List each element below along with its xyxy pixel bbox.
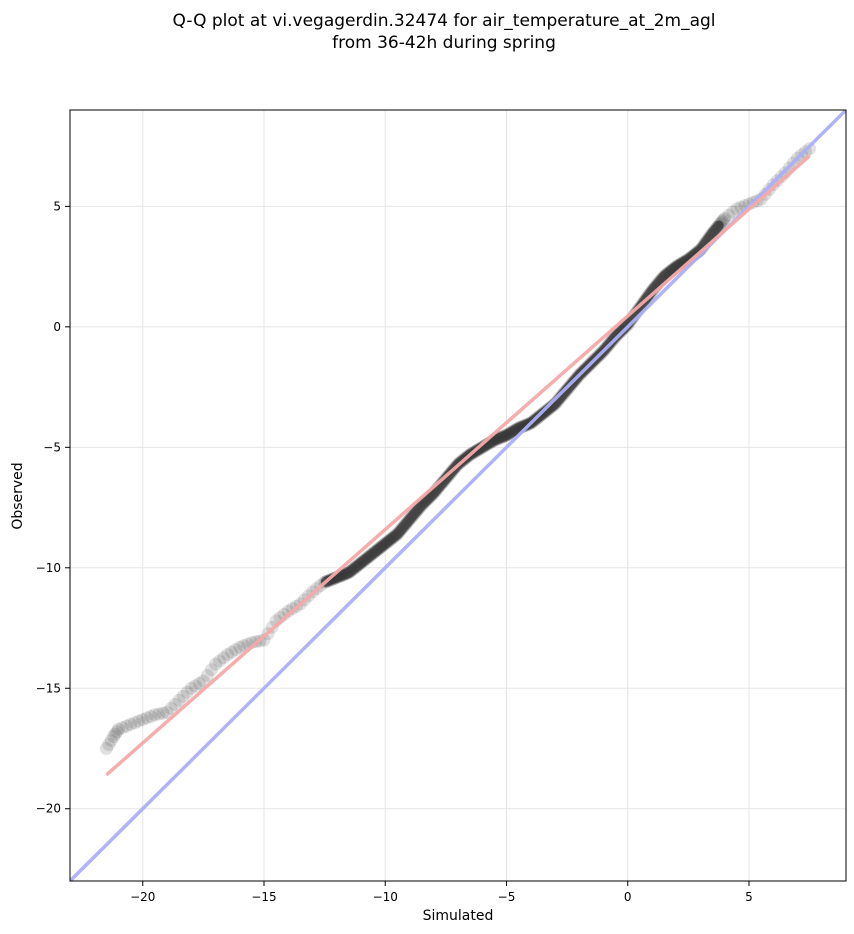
quantile-point	[144, 709, 158, 723]
y-tick-label-2: −10	[36, 561, 61, 575]
quantile-point	[233, 640, 247, 654]
quantile-point	[209, 657, 222, 671]
quantile-point	[156, 706, 170, 720]
quantile-point	[104, 733, 118, 747]
quantile-point	[726, 205, 740, 219]
x-axis-label: Simulated	[423, 908, 494, 924]
quantile-point	[196, 674, 210, 688]
chart-title-line-2: from 36-42h during spring	[332, 33, 556, 53]
quantile-point	[184, 681, 198, 695]
quantile-point	[188, 679, 202, 693]
y-tick-label-4: 0	[53, 320, 61, 334]
quantile-point	[217, 651, 231, 665]
quantile-point	[108, 727, 122, 741]
quantile-point	[221, 648, 235, 662]
quantile-point	[160, 705, 174, 719]
y-axis-label: Observed	[10, 462, 26, 529]
quantile-point	[148, 708, 162, 722]
quantile-point	[730, 202, 744, 216]
quantile-point	[110, 725, 124, 739]
quantile-point	[152, 707, 166, 721]
x-tick-label-1: −15	[251, 890, 276, 904]
quantile-point	[213, 654, 227, 668]
x-tick-label-3: −5	[498, 890, 516, 904]
quantile-point	[102, 737, 116, 751]
fit-line	[105, 154, 811, 777]
quantile-point	[176, 689, 190, 703]
quantile-point	[180, 685, 194, 699]
quantile-point	[225, 645, 239, 659]
chart-title-line-1: Q-Q plot at vi.vegagerdin.32474 for air_…	[172, 11, 715, 31]
x-tick-label-2: −10	[373, 890, 398, 904]
grid-lines	[70, 110, 846, 881]
quantile-point	[164, 701, 178, 715]
quantile-density-core	[320, 220, 724, 587]
quantile-point	[200, 668, 214, 682]
plot-frame	[69, 109, 847, 882]
y-tick-label-3: −5	[43, 440, 61, 454]
quantile-point	[107, 729, 121, 743]
quantile-point	[140, 711, 154, 725]
quantile-point	[124, 717, 138, 731]
x-tick-label-4: 0	[624, 890, 632, 904]
x-tick-label-0: −20	[130, 890, 155, 904]
x-tick-label-5: 5	[745, 890, 753, 904]
quantile-point	[128, 716, 142, 730]
quantile-point	[172, 693, 186, 707]
plot-marks	[70, 110, 846, 881]
quantile-point	[99, 741, 113, 755]
quantile-point	[136, 713, 150, 727]
quantile-point	[281, 604, 295, 618]
quantile-point	[120, 719, 134, 733]
quantile-point	[132, 714, 146, 728]
quantile-point	[116, 721, 130, 735]
quantile-point	[722, 208, 736, 222]
y-tick-label-5: 5	[53, 199, 61, 213]
y-tick-label-0: −20	[36, 802, 61, 816]
axis-ticks: −20 −15 −10 −5 0 5 −20 −15 −10 −5 0 5	[36, 199, 753, 904]
quantile-point	[204, 663, 218, 677]
quantile-point	[168, 697, 182, 711]
quantile-point	[112, 722, 125, 736]
quantile-point	[192, 676, 206, 690]
y-tick-label-1: −15	[36, 681, 61, 695]
quantile-point	[229, 643, 243, 657]
